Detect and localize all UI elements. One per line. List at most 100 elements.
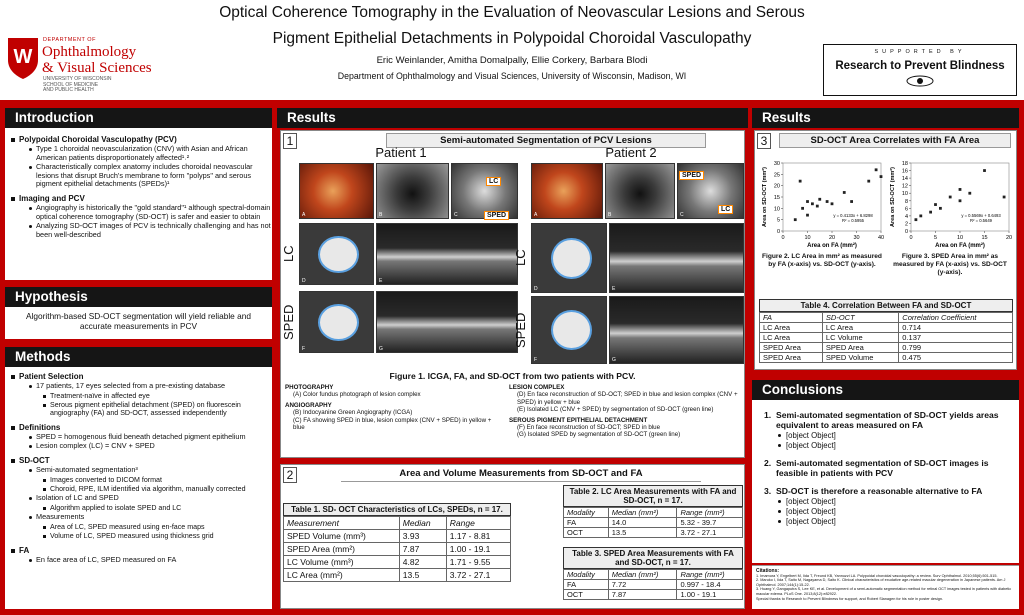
scatter-chart: 0 10 20 30 40 0 5 10 15 20 25 30 y = 0.4133x + 6.829… [761, 161, 884, 249]
y-tick-label: 5 [777, 218, 780, 224]
figure-caption: Figure 2. LC Area in mm² as measured by … [762, 253, 882, 268]
y-tick-label: 18 [902, 161, 908, 167]
title: Optical Coherence Tomography in the Eval… [219, 4, 805, 21]
section-heading: Hypothesis [5, 287, 272, 307]
legend-item: (D) En face reconstruction of SD-OCT; SP… [517, 391, 738, 406]
column-header: Modality [563, 507, 609, 518]
row-label: LC [281, 245, 296, 263]
image-letter: C [680, 212, 684, 218]
list-item: Analyzing SD-OCT images of PCV is techni… [29, 221, 272, 239]
citation: 1. Imamura Y, Engelbert M, Iida T, Freun… [756, 574, 998, 578]
table-cell: 14.0 [607, 517, 678, 528]
table-row: SPED Volume (mm³) 3.93 1.17 - 8.81 [283, 529, 512, 543]
x-tick-label: 20 [1006, 235, 1012, 241]
conclusion-point: [object Object] [778, 497, 1019, 506]
figure-caption: Figure 3. SPED Area in mm² as measured b… [893, 253, 1007, 276]
x-tick-label: 10 [804, 235, 810, 241]
point [793, 218, 797, 222]
table-cell: 1.71 - 9.55 [445, 555, 512, 569]
table-cell: 1.17 - 8.81 [445, 529, 512, 543]
panel-title: SD-OCT Area Correlates with FA Area [779, 133, 1011, 148]
y-tick-label: 0 [905, 229, 908, 235]
column-header: Measurement [283, 516, 400, 530]
legend-item: (C) FA showing SPED in blue, lesion comp… [293, 416, 492, 432]
legend-heading: ANGIOGRAPHY [285, 401, 332, 409]
image-letter: E [379, 278, 383, 284]
table-row: LC Area (mm²) 13.5 3.72 - 27.1 [283, 568, 512, 582]
point [874, 168, 878, 172]
logo-univ: UNIVERSITY OF WISCONSIN SCHOOL OF MEDICIN… [43, 76, 112, 94]
table-title: Table 4. Correlation Between FA and SD-O… [759, 299, 1013, 312]
table-cell: 0.137 [898, 332, 1013, 343]
list-item: Choroid, RPE, ILM identified via algorit… [43, 485, 272, 493]
image-letter: E [612, 286, 616, 292]
table-cell: LC Area [821, 322, 900, 333]
image: B [605, 163, 675, 219]
table-cell: 4.82 [398, 555, 447, 569]
table-grid: FA SD-OCT Correlation Coefficient LC Area LC… [759, 312, 1013, 363]
legend-heading: SEROUS PIGMENT EPITHELIAL DETACHMENT [509, 416, 648, 424]
image: A [299, 163, 374, 219]
acknowledgement: Special thanks to Research to Prevent Bl… [756, 597, 943, 602]
section-heading: Results [752, 108, 1019, 128]
y-tick-label: 10 [774, 206, 780, 212]
point [811, 202, 814, 206]
table: Table 3. SPED Area Measurements with FA … [563, 547, 743, 600]
conclusions: 1. Semi-automated segmentation of SD-OCT … [752, 400, 1019, 563]
x-tick-label: 20 [829, 235, 835, 241]
panel-title: Area and Volume Measurements from SD-OCT… [341, 467, 701, 482]
table-grid: Modality Median (mm²) Range (mm²) FA 7.72 0.9… [563, 569, 743, 600]
logo-dept: DEPARTMENT OF [43, 37, 96, 43]
y-tick-label: 0 [777, 229, 780, 235]
column-header: Modality [563, 569, 609, 580]
table-row: FA 7.72 0.997 - 18.4 [563, 579, 743, 590]
table-row: LC Volume (mm³) 4.82 1.71 - 9.55 [283, 555, 512, 569]
x-tick-label: 10 [957, 235, 963, 241]
table-cell: SPED Area (mm²) [283, 542, 400, 556]
table-row: SPED Area SPED Volume 0.475 [759, 352, 1013, 363]
authors: Eric Weinlander, Amitha Domalpally, Elli… [376, 55, 648, 66]
list-item: Serous pigment epithelial detachment (SP… [43, 401, 272, 418]
legend: PHOTOGRAPHY (A) Color fundus photograph o… [285, 381, 500, 431]
table-title: Table 1. SD- OCT Characteristics of LCs,… [283, 503, 511, 516]
introduction: Polypoidal Choroidal Vasculopathy (PCV) T… [5, 128, 272, 280]
table-cell: 7.87 [607, 589, 678, 600]
legend-item: (A) Color fundus photograph of lesion co… [293, 391, 421, 399]
logo-line: AND PUBLIC HEALTH [43, 87, 94, 94]
logo-name: & Visual Sciences [42, 60, 152, 76]
panel-1: 1 Semi-automated Segmentation of PCV Les… [280, 130, 745, 458]
image-letter: G [379, 346, 383, 352]
table-cell: 1.00 - 19.1 [445, 542, 512, 556]
image-letter: B [608, 212, 612, 218]
list-item: Area of LC, SPED measured using en-face … [43, 523, 272, 531]
panel-title: Semi-automated Segmentation of PCV Lesio… [386, 133, 706, 148]
list-item: 17 patients, 17 eyes selected from a pre… [29, 381, 272, 391]
logo-line: UNIVERSITY OF WISCONSIN [43, 76, 112, 82]
image: D [531, 223, 607, 293]
header-row: Modality Median (mm²) Range (mm²) [563, 507, 743, 518]
list-item: SD-OCT [11, 456, 272, 465]
y-axis-label: Area on SD-OCT (mm²) [889, 167, 896, 227]
point [1002, 195, 1006, 199]
legend-item: (B) Indocyanine Green Angiography (ICGA) [293, 409, 413, 417]
point [958, 199, 962, 203]
conclusion-text: SD-OCT is therefore a reasonable alterna… [776, 486, 983, 496]
y-tick-label: 10 [902, 191, 908, 197]
list-item: Images converted to DICOM format [43, 476, 272, 484]
point [879, 175, 883, 178]
point [798, 179, 802, 183]
x-axis-label: Area on FA (mm²) [807, 242, 857, 249]
list-item: Definitions [11, 423, 272, 432]
table-cell: SPED Area [821, 342, 900, 353]
table-row: FA 14.0 5.32 - 39.7 [563, 517, 743, 528]
y-tick-label: 15 [774, 195, 780, 201]
table-cell: LC Volume (mm³) [283, 555, 400, 569]
column-header: Range (mm²) [676, 569, 743, 580]
patient-label: Patient 2 [605, 145, 657, 160]
table-row: SPED Area SPED Area 0.799 [759, 342, 1013, 353]
overlay-label: LC [486, 177, 502, 186]
overlay-label: SPED [484, 211, 510, 220]
plot-area [782, 162, 882, 232]
point [983, 169, 986, 172]
equation: y = 0.5569x + 0.6493 [961, 213, 1001, 218]
